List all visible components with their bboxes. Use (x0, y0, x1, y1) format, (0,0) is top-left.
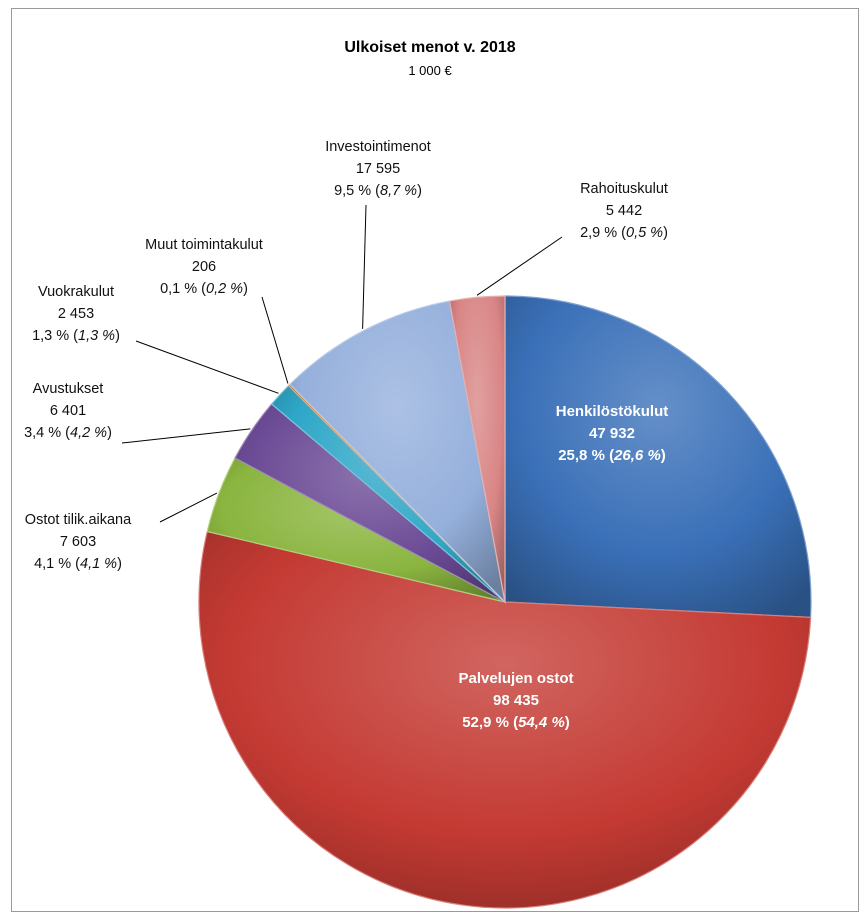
pie-slice-henkilostokulut (504, 295, 812, 618)
pie-slice-rahoituskulut (448, 295, 506, 603)
slice-label-percent-muut-toimintakulut: 0,1 % (0,2 %) (160, 281, 248, 297)
slice-label-name-henkilostokulut: Henkilöstökulut (556, 403, 669, 420)
slice-label-percent-palvelujen-ostot: 52,9 % (54,4 %) (462, 714, 570, 731)
slice-label-name-palvelujen-ostot: Palvelujen ostot (458, 670, 573, 687)
slice-label-name-muut-toimintakulut: Muut toimintakulut (145, 237, 263, 253)
leader-line-muut-toimintakulut (261, 296, 289, 384)
slice-label-value-vuokrakulut: 2 453 (58, 306, 94, 322)
slice-label-name-rahoituskulut: Rahoituskulut (580, 181, 668, 197)
slice-label-name-ostot-tilik-aikana: Ostot tilik.aikana (25, 512, 132, 528)
slice-label-value-henkilostokulut: 47 932 (589, 425, 635, 442)
slice-labels: Henkilöstökulut 47 932 25,8 % (26,6 %) Palv… (24, 139, 668, 731)
pie-slice-palvelujen-ostot (198, 530, 812, 909)
slice-label-value-muut-toimintakulut: 206 (192, 259, 216, 275)
slice-label-percent-rahoituskulut: 2,9 % (0,5 %) (580, 225, 668, 241)
slice-label-percent-avustukset: 3,4 % (4,2 %) (24, 425, 112, 441)
chart-subtitle: 1 000 € (408, 63, 452, 78)
leader-line-ostot-tilik-aikana (159, 492, 218, 523)
slice-label-value-investointimenot: 17 595 (356, 161, 400, 177)
leader-line-rahoituskulut (476, 236, 563, 296)
slice-label-value-avustukset: 6 401 (50, 403, 86, 419)
leader-line-investointimenot (362, 204, 367, 329)
pie-slices (198, 295, 812, 909)
slice-label-name-avustukset: Avustukset (33, 381, 104, 397)
slice-label-percent-henkilostokulut: 25,8 % (26,6 %) (558, 447, 666, 464)
slice-label-value-palvelujen-ostot: 98 435 (493, 692, 539, 709)
chart-title: Ulkoiset menot v. 2018 (344, 39, 515, 56)
slice-label-name-vuokrakulut: Vuokrakulut (38, 284, 114, 300)
leader-line-vuokrakulut (135, 340, 279, 394)
slice-label-percent-ostot-tilik-aikana: 4,1 % (4,1 %) (34, 556, 122, 572)
leader-lines (121, 204, 563, 523)
slice-label-value-ostot-tilik-aikana: 7 603 (60, 534, 96, 550)
leader-line-avustukset (121, 428, 251, 444)
slice-label-percent-investointimenot: 9,5 % (8,7 %) (334, 183, 422, 199)
slice-label-percent-vuokrakulut: 1,3 % (1,3 %) (32, 328, 120, 344)
slice-label-name-investointimenot: Investointimenot (325, 139, 431, 155)
slice-label-value-rahoituskulut: 5 442 (606, 203, 642, 219)
pie-slice-investointimenot (289, 300, 506, 604)
